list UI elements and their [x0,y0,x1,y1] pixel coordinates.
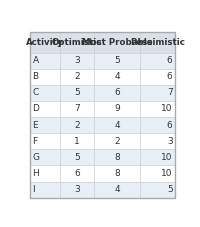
Bar [60,117,94,133]
Text: 6: 6 [74,169,80,178]
Text: 5: 5 [167,185,173,194]
Text: 4: 4 [114,72,120,81]
Text: E: E [32,121,38,130]
Bar [94,165,140,182]
Bar [94,69,140,85]
Bar [60,69,94,85]
Text: 2: 2 [114,137,120,146]
Bar [60,101,94,117]
Text: I: I [32,185,35,194]
Bar [30,182,60,198]
Text: 2: 2 [74,121,80,130]
Text: 3: 3 [167,137,173,146]
Text: 7: 7 [74,104,80,114]
Bar [94,85,140,101]
Bar [140,182,175,198]
Text: 3: 3 [74,56,80,65]
Bar [94,32,140,53]
Text: 6: 6 [167,121,173,130]
Bar [60,182,94,198]
Text: 8: 8 [114,153,120,162]
Bar [60,85,94,101]
Bar [140,117,175,133]
Text: B: B [32,72,39,81]
Bar [140,53,175,69]
Bar [94,117,140,133]
Text: Optimistic: Optimistic [52,38,102,47]
Text: 5: 5 [74,88,80,97]
Text: 1: 1 [74,137,80,146]
Bar [30,133,60,149]
Text: 8: 8 [114,169,120,178]
Bar [30,32,60,53]
Text: C: C [32,88,39,97]
Bar [60,133,94,149]
Text: Most Probable: Most Probable [82,38,153,47]
Bar [94,149,140,165]
Text: 7: 7 [167,88,173,97]
Text: D: D [32,104,39,114]
Text: 5: 5 [74,153,80,162]
Text: 5: 5 [114,56,120,65]
Text: 10: 10 [161,104,173,114]
Text: Activity: Activity [26,38,64,47]
Bar [140,85,175,101]
Text: 4: 4 [114,121,120,130]
Bar [30,101,60,117]
Bar [140,69,175,85]
Bar [30,69,60,85]
Bar [140,32,175,53]
Text: Pessimistic: Pessimistic [130,38,185,47]
Text: 10: 10 [161,153,173,162]
Bar [60,149,94,165]
Bar [60,165,94,182]
Text: 10: 10 [161,169,173,178]
Text: 9: 9 [114,104,120,114]
Bar [30,85,60,101]
Text: 6: 6 [167,72,173,81]
Text: A: A [32,56,39,65]
Text: 2: 2 [74,72,80,81]
Bar [60,53,94,69]
Text: 6: 6 [167,56,173,65]
Bar [60,32,94,53]
Bar [94,133,140,149]
Text: F: F [32,137,38,146]
Bar [30,149,60,165]
Bar [140,101,175,117]
Bar [30,53,60,69]
Bar [94,182,140,198]
Text: 4: 4 [114,185,120,194]
Bar [30,117,60,133]
Bar [94,53,140,69]
Bar [94,101,140,117]
Bar [140,149,175,165]
Bar [140,133,175,149]
Bar [140,165,175,182]
Bar [30,165,60,182]
Text: H: H [32,169,39,178]
Text: 6: 6 [114,88,120,97]
Text: G: G [32,153,39,162]
Text: 3: 3 [74,185,80,194]
